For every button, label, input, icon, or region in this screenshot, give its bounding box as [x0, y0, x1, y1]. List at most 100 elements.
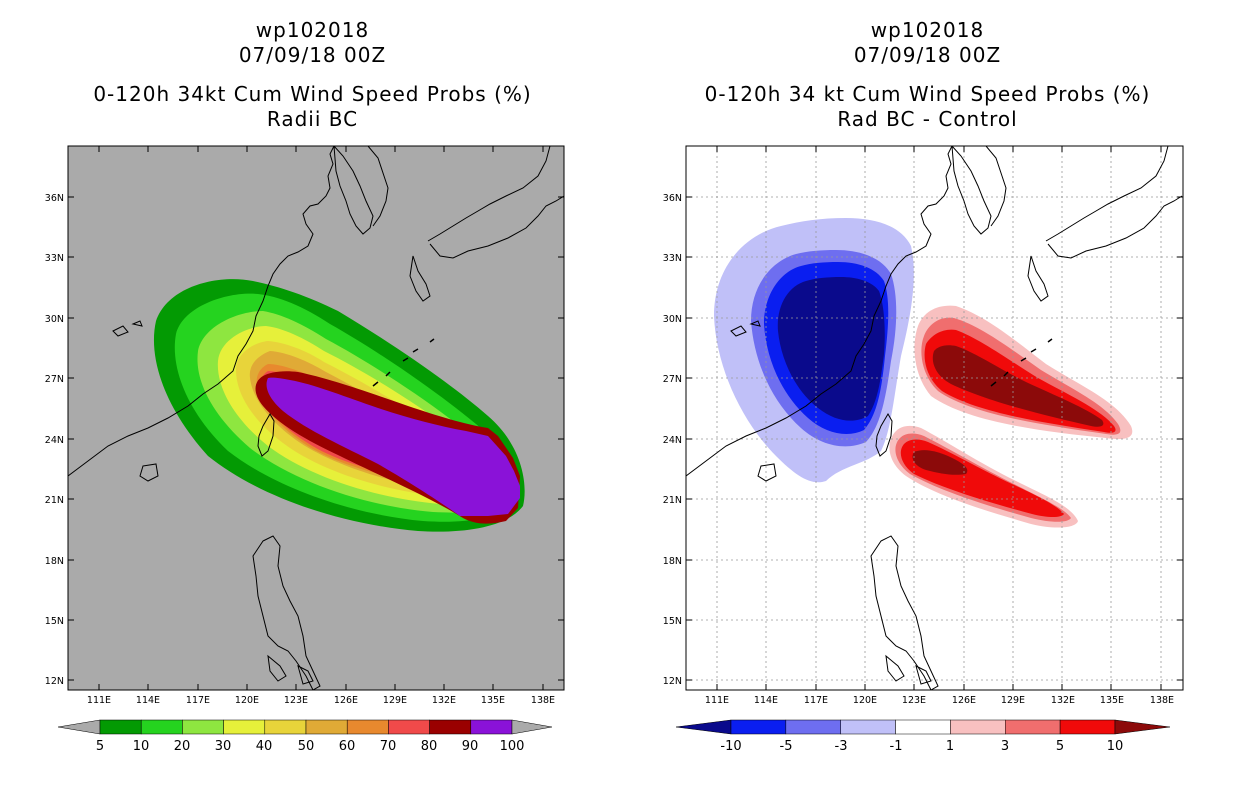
colorbar-swatch — [840, 719, 896, 735]
left-lat-axis: 12N 15N 18N 21N 24N 27N 30N 33N 36N — [45, 193, 64, 687]
colorbar-label: 100 — [500, 739, 525, 754]
colorbar-swatch — [140, 719, 183, 735]
lon-label: 132E — [1051, 695, 1075, 706]
left-map-frame — [67, 145, 565, 691]
left-lon-axis: 111E 114E 117E 120E 123E 126E 129E 132E … — [87, 695, 555, 706]
lat-label: 15N — [45, 616, 64, 627]
left-colorbar-over-arrow — [511, 719, 553, 735]
right-axis-ticks — [686, 146, 1183, 690]
colorbar-over-arrow — [1114, 719, 1171, 735]
right-colorbar: -10 -5 -3 -1 1 3 5 10 — [675, 719, 1171, 754]
colorbar-under-arrow — [675, 719, 732, 735]
colorbar-swatch — [470, 719, 513, 735]
lat-label: 12N — [663, 676, 682, 687]
lat-label: 18N — [663, 556, 682, 567]
left-product-title: 0-120h 34kt Cum Wind Speed Probs (%) — [93, 82, 532, 106]
right-product-title: 0-120h 34 kt Cum Wind Speed Probs (%) — [704, 82, 1151, 106]
colorbar-label: 60 — [339, 739, 356, 754]
lat-label: 24N — [663, 435, 682, 446]
lat-label: 33N — [663, 253, 682, 264]
lon-label: 123E — [284, 695, 308, 706]
lon-label: 138E — [1150, 695, 1174, 706]
lon-label: 126E — [334, 695, 358, 706]
left-axis-ticks — [68, 146, 564, 690]
left-init-time: 07/09/18 00Z — [238, 43, 387, 67]
lat-label: 30N — [45, 314, 64, 325]
right-gridlines — [686, 146, 1183, 690]
colorbar-label: -10 — [720, 739, 741, 754]
colorbar-label: 50 — [298, 739, 315, 754]
lon-label: 114E — [754, 695, 778, 706]
left-storm-id: wp102018 — [255, 18, 370, 42]
colorbar-label: 5 — [1056, 739, 1064, 754]
lon-label: 135E — [1100, 695, 1124, 706]
colorbar-label: 20 — [174, 739, 191, 754]
colorbar-label: 5 — [96, 739, 104, 754]
right-lat-axis: 12N 15N 18N 21N 24N 27N 30N 33N 36N — [663, 193, 682, 687]
right-difference-contours — [714, 218, 1133, 528]
colorbar-label: 10 — [1107, 739, 1124, 754]
contour-neg-10 — [777, 277, 885, 421]
colorbar-label: 10 — [133, 739, 150, 754]
colorbar-swatch — [429, 719, 472, 735]
lat-label: 21N — [663, 495, 682, 506]
colorbar-swatch — [895, 719, 951, 735]
colorbar-label: 40 — [256, 739, 273, 754]
lat-label: 18N — [45, 556, 64, 567]
right-init-time: 07/09/18 00Z — [853, 43, 1002, 67]
colorbar-swatch — [99, 719, 142, 735]
lat-label: 36N — [663, 193, 682, 204]
lon-label: 120E — [853, 695, 877, 706]
lat-label: 15N — [663, 616, 682, 627]
colorbar-swatch — [785, 719, 841, 735]
colorbar-swatch — [1059, 719, 1116, 735]
left-colorbar-under-arrow — [57, 719, 101, 735]
lat-label: 27N — [45, 374, 64, 385]
lon-label: 126E — [952, 695, 976, 706]
colorbar-swatch — [346, 719, 389, 735]
colorbar-swatch — [388, 719, 430, 735]
lon-label: 138E — [531, 695, 555, 706]
contour-100 — [266, 377, 520, 516]
right-subtitle: Rad BC - Control — [837, 107, 1018, 131]
lat-label: 30N — [663, 314, 682, 325]
lon-label: 111E — [705, 695, 729, 706]
lat-label: 12N — [45, 676, 64, 687]
lat-label: 24N — [45, 435, 64, 446]
colorbar-swatch — [730, 719, 787, 735]
lon-label: 117E — [804, 695, 828, 706]
colorbar-label: 90 — [462, 739, 479, 754]
lon-label: 129E — [1001, 695, 1025, 706]
lon-label: 111E — [87, 695, 111, 706]
lat-label: 33N — [45, 253, 64, 264]
contour-pos-10-south — [912, 450, 968, 475]
contour-pos-10-north — [932, 345, 1104, 427]
right-map-frame — [685, 145, 1184, 691]
colorbar-swatch — [950, 719, 1006, 735]
lon-label: 117E — [186, 695, 210, 706]
left-map: 12N 15N 18N 21N 24N 27N 30N 33N 36N 111E… — [45, 145, 565, 706]
right-lon-axis: 111E 114E 117E 120E 123E 126E 129E 132E … — [705, 695, 1174, 706]
lat-label: 21N — [45, 495, 64, 506]
colorbar-swatch — [305, 719, 348, 735]
right-map: 12N 15N 18N 21N 24N 27N 30N 33N 36N 111E… — [663, 145, 1184, 706]
left-subtitle: Radii BC — [266, 107, 359, 131]
colorbar-swatch — [264, 719, 307, 735]
colorbar-label: 30 — [215, 739, 232, 754]
right-storm-id: wp102018 — [870, 18, 985, 42]
left-title-block: wp102018 07/09/18 00Z 0-120h 34kt Cum Wi… — [40, 18, 585, 132]
colorbar-swatch — [182, 719, 224, 735]
left-colorbar: 5 10 20 30 40 50 60 70 80 90 100 — [57, 719, 553, 754]
colorbar-label: 80 — [421, 739, 438, 754]
right-title-block: wp102018 07/09/18 00Z 0-120h 34 kt Cum W… — [630, 18, 1225, 132]
colorbar-label: 3 — [1001, 739, 1009, 754]
lon-label: 120E — [235, 695, 259, 706]
lon-label: 132E — [432, 695, 456, 706]
lon-label: 114E — [136, 695, 160, 706]
colorbar-label: 70 — [380, 739, 397, 754]
colorbar-swatch — [1005, 719, 1061, 735]
lon-label: 123E — [902, 695, 926, 706]
colorbar-label: -1 — [890, 739, 903, 754]
lon-label: 129E — [383, 695, 407, 706]
